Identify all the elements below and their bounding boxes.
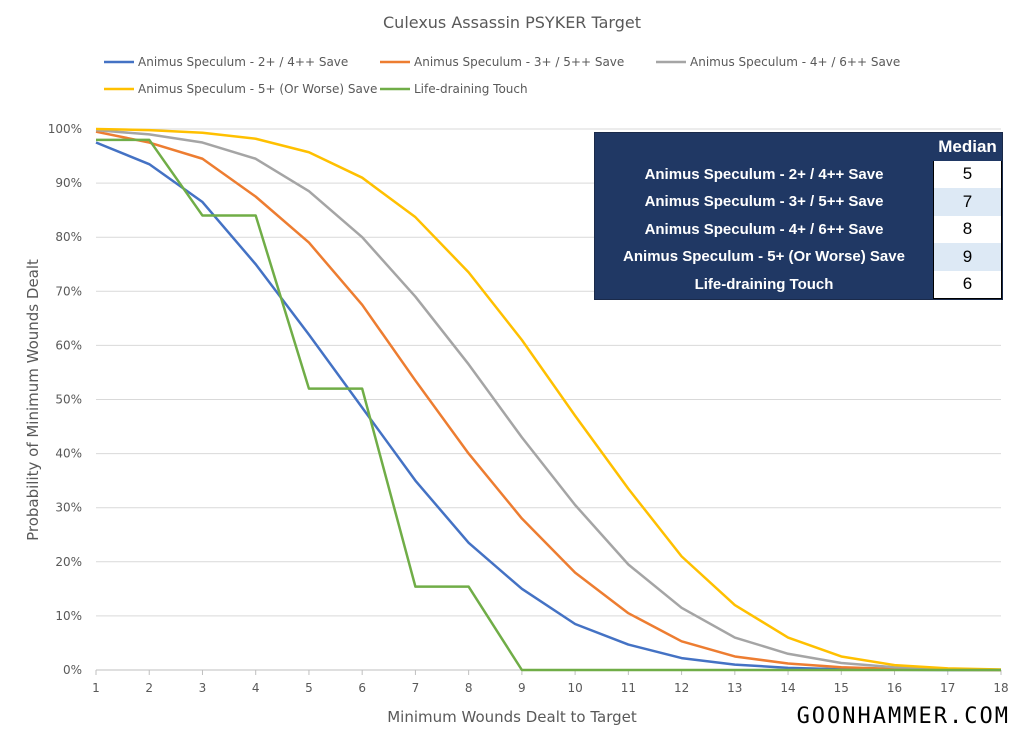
legend-label: Animus Speculum - 2+ / 4++ Save (138, 55, 348, 69)
median-row-label: Animus Speculum - 4+ / 6++ Save (644, 220, 884, 238)
legend-label: Life-draining Touch (414, 82, 528, 96)
median-row-label: Animus Speculum - 3+ / 5++ Save (644, 193, 884, 211)
legend-item: Animus Speculum - 5+ (Or Worse) Save (104, 82, 377, 96)
x-tick-label: 12 (674, 681, 689, 695)
x-tick-label: 6 (358, 681, 366, 695)
x-tick-label: 15 (834, 681, 849, 695)
y-tick-label: 50% (55, 393, 82, 407)
legend-item: Life-draining Touch (380, 82, 528, 96)
x-tick-label: 7 (412, 681, 420, 695)
legend-item: Animus Speculum - 3+ / 5++ Save (380, 55, 624, 69)
x-tick-label: 11 (621, 681, 636, 695)
y-tick-label: 70% (55, 284, 82, 298)
chart-title: Culexus Assassin PSYKER Target (383, 13, 641, 32)
median-row-value: 6 (933, 270, 1002, 299)
median-row-value: 8 (933, 215, 1002, 243)
y-tick-label: 90% (55, 176, 82, 190)
legend-label: Animus Speculum - 3+ / 5++ Save (414, 55, 624, 69)
median-row-value: 7 (933, 188, 1002, 216)
series-line-5 (96, 138, 1001, 672)
y-tick-label: 100% (48, 122, 82, 136)
x-axis-label: Minimum Wounds Dealt to Target (387, 708, 637, 726)
series-line-2 (95, 130, 1002, 672)
median-table: Median Animus Speculum - 2+ / 4++ Save 5 … (594, 132, 1003, 300)
x-tick-label: 4 (252, 681, 260, 695)
x-tick-label: 8 (465, 681, 473, 695)
x-tick-label: 2 (145, 681, 153, 695)
y-tick-label: 40% (55, 447, 82, 461)
median-row-label: Animus Speculum - 5+ (Or Worse) Save (623, 248, 905, 266)
x-tick-label: 13 (727, 681, 742, 695)
series-lines (95, 127, 1002, 672)
y-tick-label: 10% (55, 609, 82, 623)
median-row-value: 5 (933, 160, 1002, 188)
median-row-value: 9 (933, 243, 1002, 271)
legend-label: Animus Speculum - 4+ / 6++ Save (690, 55, 900, 69)
x-tick-label: 18 (993, 681, 1008, 695)
y-tick-label: 20% (55, 555, 82, 569)
legend-label: Animus Speculum - 5+ (Or Worse) Save (138, 82, 377, 96)
legend-item: Animus Speculum - 2+ / 4++ Save (104, 55, 348, 69)
median-header: Median (938, 136, 997, 156)
y-tick-label: 30% (55, 501, 82, 515)
series-line-3 (95, 128, 1002, 671)
legend-item: Animus Speculum - 4+ / 6++ Save (656, 55, 900, 69)
x-tick-label: 10 (567, 681, 582, 695)
x-tick-label: 5 (305, 681, 313, 695)
legend: Animus Speculum - 2+ / 4++ Save Animus Sp… (104, 55, 900, 96)
x-tick-label: 9 (518, 681, 526, 695)
x-axis-ticks: 1 2 3 4 5 6 7 8 9 10 11 12 13 14 15 16 17 18 (92, 670, 1009, 695)
goonhammer-watermark: GOONHAMMER.COM (796, 704, 1010, 729)
series-line-4 (95, 127, 1002, 671)
y-tick-label: 80% (55, 230, 82, 244)
x-tick-label: 14 (780, 681, 795, 695)
median-row-label: Animus Speculum - 2+ / 4++ Save (644, 165, 884, 183)
x-tick-label: 1 (92, 681, 100, 695)
x-tick-label: 16 (887, 681, 902, 695)
x-tick-label: 17 (940, 681, 955, 695)
y-axis-label: Probability of Minimum Wounds Dealt (24, 259, 42, 541)
y-axis-ticks: 0% 10% 20% 30% 40% 50% 60% 70% 80% 90% 100% (48, 122, 82, 677)
x-tick-label: 3 (199, 681, 207, 695)
median-row-label: Life-draining Touch (694, 276, 834, 293)
y-tick-label: 0% (63, 663, 82, 677)
y-tick-label: 60% (55, 338, 82, 352)
